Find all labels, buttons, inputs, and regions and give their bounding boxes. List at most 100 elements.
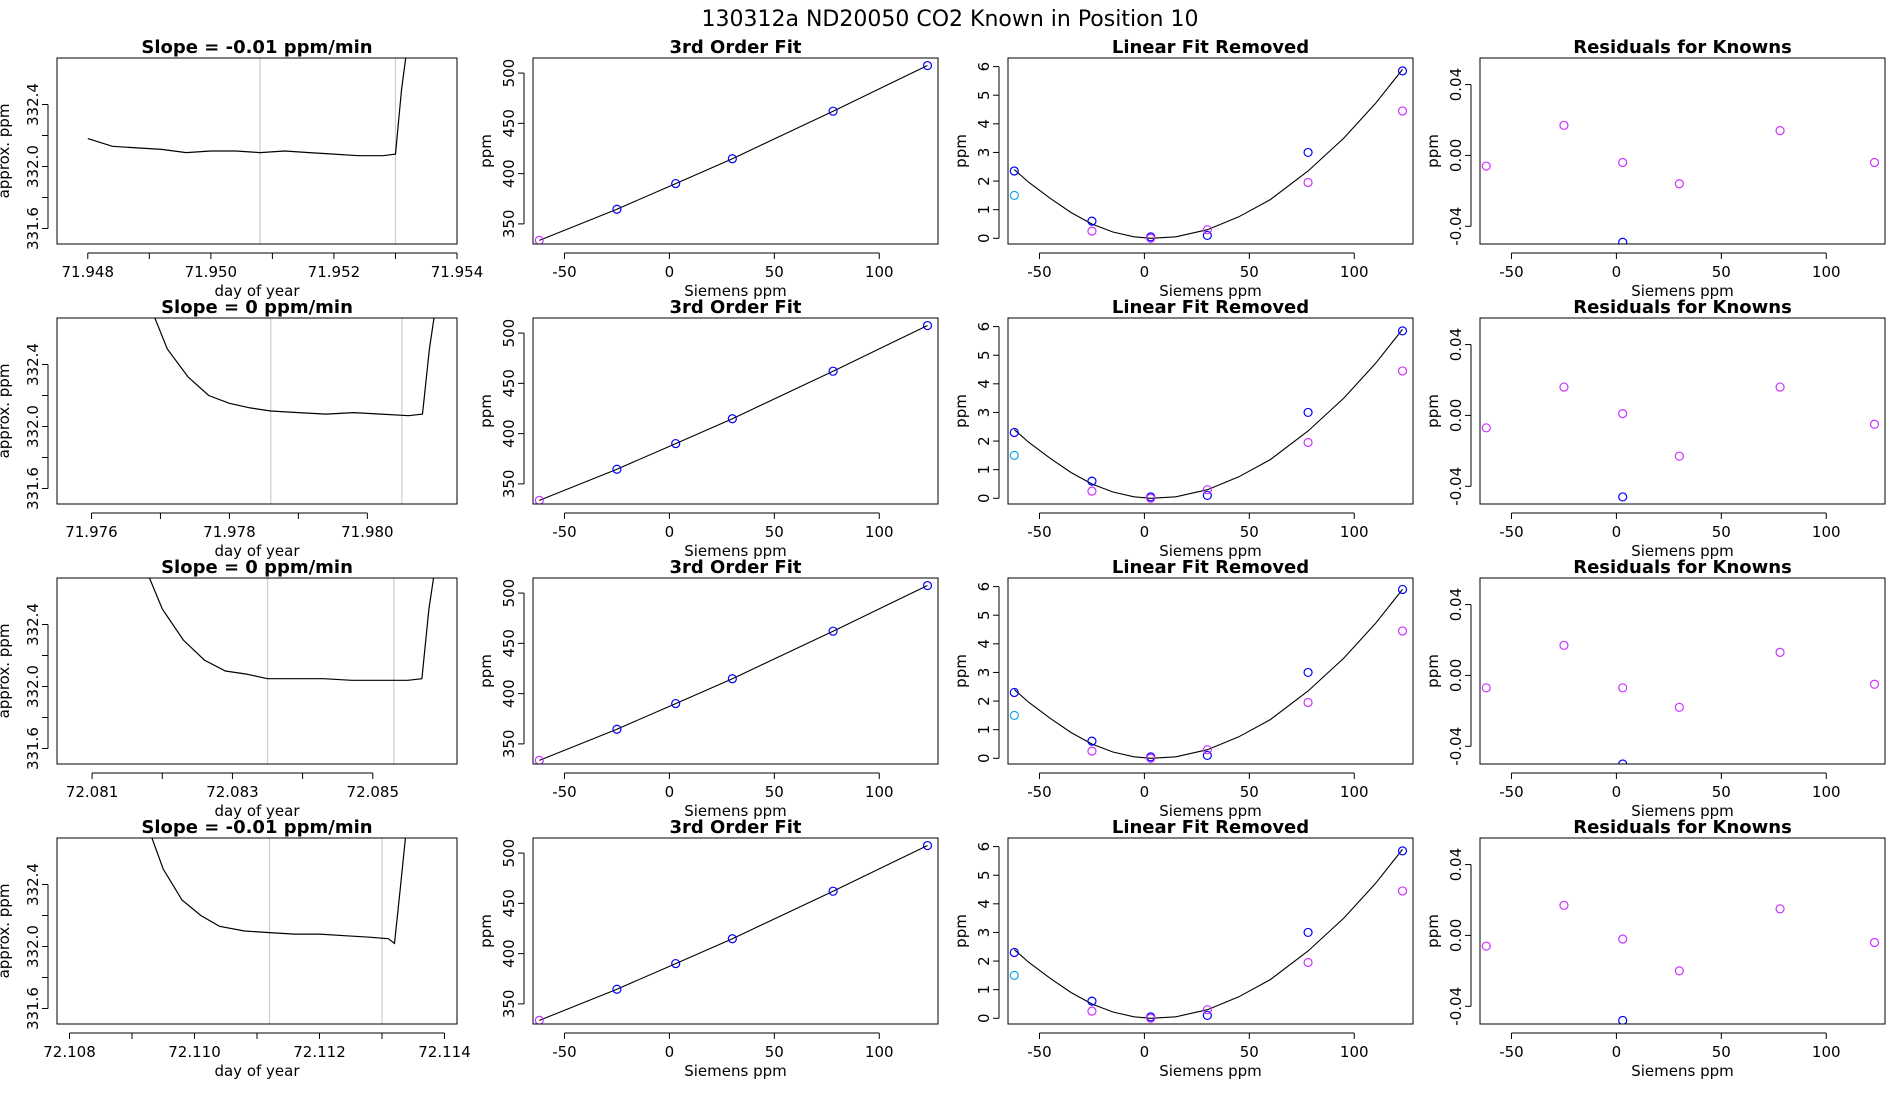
y-tick-label: 6 bbox=[975, 62, 993, 72]
y-tick-label: 5 bbox=[975, 870, 993, 880]
data-point-magenta bbox=[1202, 745, 1212, 755]
x-tick-label: 0 bbox=[665, 783, 675, 801]
data-point-blue bbox=[1009, 166, 1019, 176]
y-tick-label: 2 bbox=[975, 436, 993, 446]
data-point-magenta bbox=[1674, 702, 1684, 712]
x-tick-label: 72.114 bbox=[418, 1043, 471, 1061]
x-axis-label: day of year bbox=[214, 282, 300, 300]
y-tick-label: 500 bbox=[500, 319, 518, 348]
y-tick-label: 332.0 bbox=[24, 925, 42, 968]
data-point-blue bbox=[1009, 947, 1019, 958]
y-tick-label: 331.6 bbox=[24, 987, 42, 1030]
data-point-magenta bbox=[1775, 126, 1785, 136]
panel-row1-col1: Slope = -0.01 ppm/min 71.948 71.950 71.952 7… bbox=[0, 37, 483, 300]
data-point-magenta bbox=[1559, 382, 1569, 392]
y-tick-label: 450 bbox=[500, 629, 518, 658]
plot-frame bbox=[1007, 57, 1414, 245]
y-tick-label: 332.0 bbox=[24, 145, 42, 188]
y-tick-label: 400 bbox=[500, 159, 518, 188]
x-tick-label: 72.085 bbox=[347, 783, 400, 801]
y-tick-label: 500 bbox=[500, 59, 518, 88]
data-point-blue bbox=[828, 366, 838, 376]
x-tick-label: 50 bbox=[1712, 783, 1731, 801]
x-tick-label: 71.952 bbox=[308, 263, 361, 281]
plot-frame bbox=[532, 317, 939, 505]
data-point-magenta bbox=[1559, 900, 1569, 910]
data-point-blue bbox=[671, 958, 681, 969]
data-point-blue bbox=[1397, 846, 1408, 856]
plot-area bbox=[1009, 326, 1408, 503]
y-tick-label: 450 bbox=[500, 369, 518, 398]
y-axis-label: approx. ppm bbox=[0, 104, 13, 199]
plot-frame bbox=[56, 837, 458, 1025]
data-point-blue bbox=[1303, 407, 1313, 418]
data-point-magenta bbox=[1775, 647, 1785, 658]
panel-row4-col4: Residuals for Knowns -50 0 50 100 Siemens ppm… bbox=[1424, 817, 1886, 1080]
data-point-blue bbox=[1303, 927, 1313, 938]
plot-area bbox=[1481, 382, 1880, 502]
plot-area bbox=[534, 840, 933, 1024]
x-tick-label: 50 bbox=[765, 263, 784, 281]
data-point-magenta bbox=[1202, 225, 1212, 235]
data-point-blue bbox=[727, 934, 737, 944]
panel-row3-col3: Linear Fit Removed -50 0 50 100 Siemens ppm 0 1… bbox=[952, 557, 1414, 820]
y-tick-label: 0.04 bbox=[1447, 328, 1465, 361]
y-tick-label: 5 bbox=[975, 610, 993, 620]
x-tick-label: 71.948 bbox=[62, 263, 115, 281]
panel-title: Slope = 0 ppm/min bbox=[161, 297, 353, 318]
data-point-magenta bbox=[1618, 934, 1628, 944]
y-tick-label: 350 bbox=[500, 470, 518, 499]
data-point-blue bbox=[612, 464, 622, 474]
x-tick-label: 72.081 bbox=[66, 783, 119, 801]
plot-frame bbox=[532, 57, 939, 245]
data-point-magenta bbox=[1303, 957, 1313, 968]
data-point-blue bbox=[1087, 736, 1097, 746]
data-point-blue bbox=[828, 626, 838, 636]
y-tick-label: 2 bbox=[975, 696, 993, 706]
data-point-magenta bbox=[1869, 937, 1880, 948]
y-axis-label: ppm bbox=[477, 914, 495, 948]
x-tick-label: 0 bbox=[1612, 1043, 1622, 1061]
x-tick-label: 71.954 bbox=[431, 263, 484, 281]
data-point-magenta bbox=[1397, 626, 1408, 636]
y-tick-label: 5 bbox=[975, 90, 993, 100]
x-tick-label: 100 bbox=[1340, 263, 1369, 281]
x-tick-label: 50 bbox=[1712, 263, 1731, 281]
y-axis-label: ppm bbox=[952, 394, 970, 428]
x-tick-label: 71.950 bbox=[185, 263, 238, 281]
fit-curve-line bbox=[539, 845, 928, 1021]
data-point-blue bbox=[1303, 667, 1313, 678]
concentration-trace-line bbox=[154, 318, 435, 417]
data-point-blue bbox=[612, 984, 622, 994]
x-tick-label: -50 bbox=[1499, 1043, 1524, 1061]
x-tick-label: -50 bbox=[1499, 523, 1524, 541]
x-tick-label: -50 bbox=[1027, 783, 1052, 801]
x-tick-label: 100 bbox=[865, 263, 894, 281]
x-tick-label: 50 bbox=[1712, 1043, 1731, 1061]
panel-title: Residuals for Knowns bbox=[1573, 297, 1792, 318]
x-axis-label: Siemens ppm bbox=[684, 802, 787, 820]
data-point-blue bbox=[828, 106, 838, 116]
y-axis-label: ppm bbox=[1424, 394, 1442, 428]
x-tick-label: 100 bbox=[1340, 1043, 1369, 1061]
panel-row1-col2: 3rd Order Fit -50 0 50 100 Siemens ppm 350 400 4… bbox=[477, 37, 939, 300]
plot-area bbox=[87, 58, 407, 157]
x-tick-label: 100 bbox=[1812, 523, 1841, 541]
x-tick-label: -50 bbox=[1027, 1043, 1052, 1061]
data-point-blue bbox=[1397, 584, 1408, 595]
y-tick-label: 1 bbox=[975, 465, 993, 475]
x-tick-label: 0 bbox=[1612, 783, 1622, 801]
x-tick-label: 100 bbox=[1812, 783, 1841, 801]
data-point-blue bbox=[1618, 237, 1628, 244]
y-tick-label: 0.00 bbox=[1447, 659, 1465, 692]
panel-title: Slope = -0.01 ppm/min bbox=[141, 37, 372, 58]
data-point-magenta bbox=[1618, 683, 1628, 693]
x-axis-label: day of year bbox=[214, 802, 300, 820]
y-tick-label: 4 bbox=[975, 639, 993, 649]
panel-title: 3rd Order Fit bbox=[669, 557, 801, 578]
y-tick-label: 3 bbox=[975, 148, 993, 158]
y-tick-label: 500 bbox=[500, 579, 518, 608]
x-tick-label: -50 bbox=[552, 263, 577, 281]
x-axis-label: Siemens ppm bbox=[684, 542, 787, 560]
